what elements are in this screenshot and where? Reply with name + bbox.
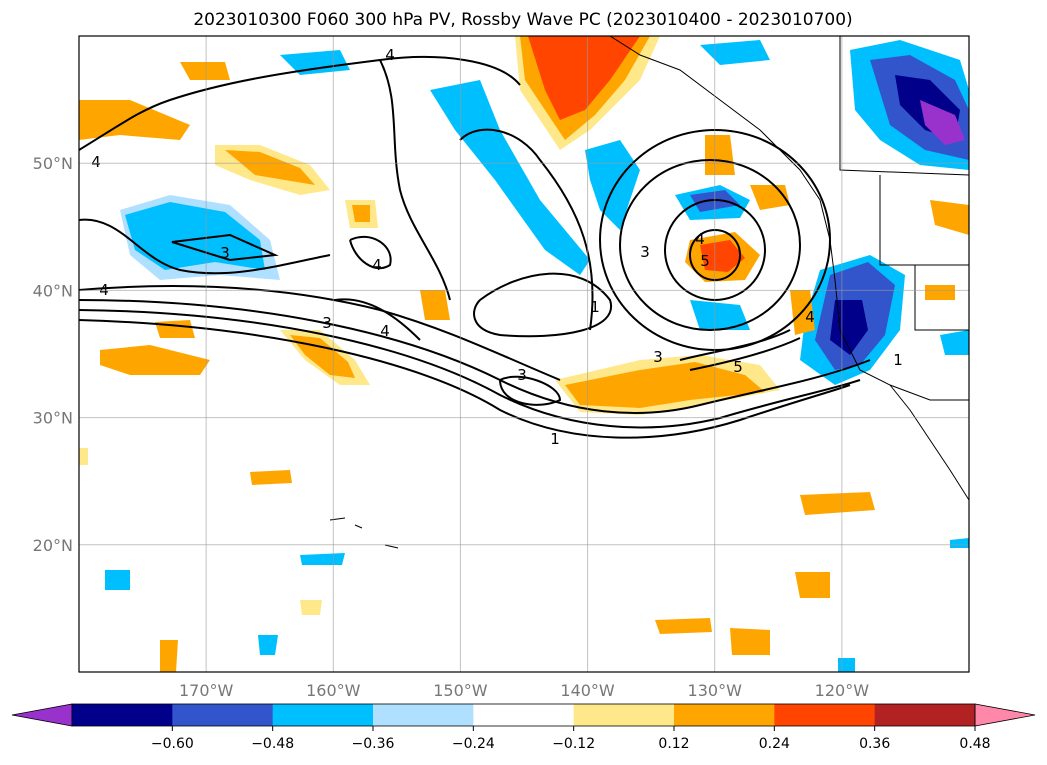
colorbar: −0.60 −0.48 −0.36 −0.24 −0.12 0.12 0.24 0.36 0.4… (11, 703, 1036, 752)
svg-text:4: 4 (91, 153, 101, 171)
pv-shading (79, 36, 969, 672)
colorbar-swatch (874, 704, 976, 726)
colorbar-tick-label: 0.24 (759, 736, 790, 752)
lat-tick-label: 20°N (33, 536, 73, 555)
colorbar-tick-label: 0.48 (959, 736, 990, 752)
lat-tick-label: 50°N (33, 154, 73, 173)
svg-text:1: 1 (893, 351, 903, 369)
svg-text:3: 3 (220, 244, 230, 262)
gridlines (79, 36, 969, 672)
lon-tick-label: 150°W (433, 681, 488, 700)
lat-tick-label: 40°N (33, 281, 73, 300)
svg-text:1: 1 (550, 430, 560, 448)
lon-tick-label: 120°W (815, 681, 870, 700)
colorbar-extend-high (974, 703, 1036, 727)
colorbar-swatch (72, 704, 173, 726)
colorbar-swatch (573, 704, 675, 726)
lat-tick-label: 30°N (33, 409, 73, 428)
colorbar-tick-label: −0.48 (251, 736, 294, 752)
colorbar-swatch (373, 704, 474, 726)
colorbar-swatch (774, 704, 876, 726)
colorbar-tick-label: −0.60 (151, 736, 194, 752)
svg-text:5: 5 (700, 252, 710, 270)
lon-tick-label: 170°W (179, 681, 234, 700)
figure-title: 2023010300 F060 300 hPa PV, Rossby Wave … (193, 10, 852, 30)
map-content: 4 4 3 4 4 3 4 3 1 3 4 5 3 5 1 1 4 (79, 36, 969, 672)
svg-text:4: 4 (385, 46, 395, 64)
svg-text:5: 5 (733, 358, 743, 376)
colorbar-tick-label: −0.36 (352, 736, 395, 752)
svg-text:3: 3 (322, 314, 332, 332)
colorbar-swatch (172, 704, 274, 726)
svg-text:3: 3 (517, 366, 527, 384)
lon-tick-label: 160°W (306, 681, 361, 700)
svg-text:4: 4 (380, 322, 390, 340)
lon-tick-label: 130°W (688, 681, 743, 700)
colorbar-extend-low (11, 703, 73, 727)
colorbar-swatch (674, 704, 775, 726)
svg-text:3: 3 (640, 243, 650, 261)
svg-text:4: 4 (372, 256, 382, 274)
colorbar-swatch (272, 704, 374, 726)
colorbar-tick-label: 0.12 (658, 736, 689, 752)
coastlines (329, 36, 969, 549)
svg-text:4: 4 (805, 308, 815, 326)
svg-text:1: 1 (590, 298, 600, 316)
colorbar-frame (71, 703, 976, 727)
svg-text:3: 3 (653, 348, 663, 366)
lon-tick-label: 140°W (560, 681, 615, 700)
pv-contours (79, 56, 871, 439)
svg-text:4: 4 (695, 230, 705, 248)
longitude-labels: 170°W 160°W 150°W 140°W 130°W 120°W (179, 681, 869, 700)
colorbar-tick-label: 0.36 (859, 736, 890, 752)
colorbar-swatch (473, 704, 575, 726)
map-frame (78, 35, 970, 673)
colorbar-tick-label: −0.24 (452, 736, 495, 752)
colorbar-tick-label: −0.12 (552, 736, 595, 752)
latitude-labels: 20°N 30°N 40°N 50°N (33, 154, 73, 555)
